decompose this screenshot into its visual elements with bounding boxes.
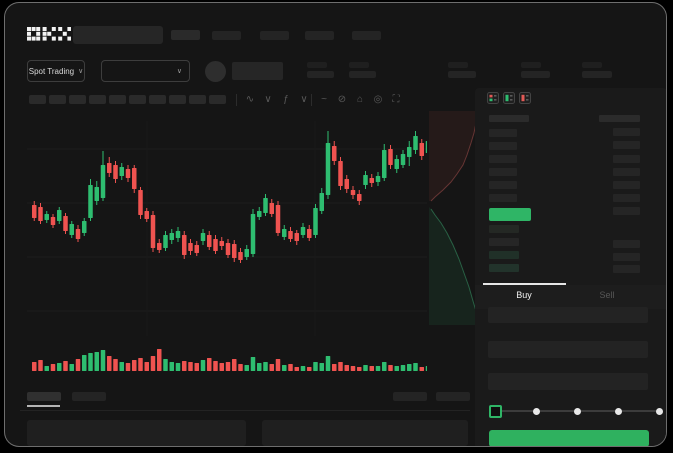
tab-buy[interactable]: Buy: [516, 290, 532, 300]
trade-tabbar: [475, 285, 666, 309]
chevron-down-icon[interactable]: ∨: [264, 94, 272, 105]
stat-label-5: [582, 62, 602, 68]
bid-row[interactable]: [489, 238, 519, 246]
bid-row[interactable]: [489, 264, 519, 272]
amount-input[interactable]: [488, 341, 648, 358]
ask-size-row[interactable]: [613, 155, 640, 163]
book-both-icon[interactable]: [487, 92, 499, 104]
okx-logo-glyph: [27, 27, 71, 41]
ask-row[interactable]: [489, 142, 517, 150]
pair-name-placeholder: [232, 62, 283, 80]
timeframe-button-6[interactable]: [129, 95, 146, 104]
timeframe-button-3[interactable]: [69, 95, 86, 104]
pair-logo-avatar: [205, 61, 226, 82]
buy-tab-indicator: [483, 283, 566, 285]
slider-step-dot[interactable]: [533, 408, 540, 415]
ask-row[interactable]: [489, 129, 517, 137]
ask-row[interactable]: [489, 181, 517, 189]
stat-label-1: [307, 62, 327, 68]
okx-logo[interactable]: OKX: [27, 27, 71, 41]
market-type-label: Spot Trading: [28, 66, 75, 76]
fullscreen-icon[interactable]: ⛶: [392, 94, 400, 105]
candlestick-chart[interactable]: [27, 121, 427, 336]
nav-item-1[interactable]: [171, 30, 200, 40]
timeframe-button-10[interactable]: [209, 95, 226, 104]
market-type-selector[interactable]: Spot Trading ∨: [27, 60, 85, 82]
toolbar-separator: [236, 94, 237, 106]
total-input[interactable]: [488, 373, 648, 390]
bid-size-row[interactable]: [613, 240, 640, 248]
indicator-zigzag-icon[interactable]: ∿: [245, 94, 255, 105]
app-window: OKX Spot Trading ∨ ∨: [4, 2, 667, 447]
ask-size-row[interactable]: [613, 181, 640, 189]
ask-row[interactable]: [489, 194, 517, 202]
stat-value-4: [521, 71, 550, 78]
chevron-down-icon[interactable]: ∨: [300, 94, 308, 105]
bid-size-row[interactable]: [613, 253, 640, 261]
order-book-header-left: [489, 115, 529, 122]
settings-icon[interactable]: ◎: [373, 94, 383, 105]
slider-step-dot[interactable]: [615, 408, 622, 415]
line-tool-icon[interactable]: ~: [321, 94, 327, 105]
stat-label-3: [448, 62, 468, 68]
tab-sell[interactable]: Sell: [599, 290, 615, 300]
bottom-action-1[interactable]: [393, 392, 427, 401]
bid-row[interactable]: [489, 251, 519, 259]
volume-chart[interactable]: [27, 345, 427, 371]
bottom-action-2[interactable]: [436, 392, 470, 401]
book-sell-icon[interactable]: [519, 92, 531, 104]
timeframe-button-7[interactable]: [149, 95, 166, 104]
chevron-down-icon: ∨: [78, 67, 84, 75]
bottom-tab-2[interactable]: [72, 392, 106, 401]
price-input[interactable]: [488, 307, 648, 323]
bottom-divider: [20, 410, 470, 411]
stat-value-3: [448, 71, 476, 78]
nav-item-3[interactable]: [260, 31, 289, 40]
nav-item-4[interactable]: [305, 31, 334, 40]
ask-size-row[interactable]: [613, 128, 640, 136]
timeframe-button-4[interactable]: [89, 95, 106, 104]
stat-label-4: [521, 62, 541, 68]
order-book-header-right: [599, 115, 640, 122]
toolbar-separator: [311, 94, 312, 106]
timeframe-button-9[interactable]: [189, 95, 206, 104]
timeframe-button-5[interactable]: [109, 95, 126, 104]
ask-size-row[interactable]: [613, 168, 640, 176]
camera-icon[interactable]: ⌂: [356, 94, 364, 105]
functions-icon[interactable]: ƒ: [283, 94, 289, 105]
bid-size-row[interactable]: [613, 265, 640, 273]
bottom-panel-left: [27, 420, 246, 446]
bottom-tab-active-underline: [27, 405, 60, 407]
ask-size-row[interactable]: [613, 194, 640, 202]
nav-item-5[interactable]: [352, 31, 381, 40]
last-price-badge[interactable]: [489, 208, 531, 221]
book-buy-icon[interactable]: [503, 92, 515, 104]
stat-value-1: [307, 71, 334, 78]
depth-chart[interactable]: [429, 111, 483, 325]
bottom-panel-right: [262, 420, 468, 446]
ask-size-row[interactable]: [613, 207, 640, 215]
bottom-tab-active[interactable]: [27, 392, 61, 401]
search-input[interactable]: [73, 26, 163, 44]
nav-item-2[interactable]: [212, 31, 241, 40]
ask-row[interactable]: [489, 155, 517, 163]
pair-selector[interactable]: ∨: [101, 60, 190, 82]
ask-size-row[interactable]: [613, 141, 640, 149]
slider-step-dot[interactable]: [574, 408, 581, 415]
timeframe-button-2[interactable]: [49, 95, 66, 104]
chevron-down-icon: ∨: [176, 67, 182, 75]
bid-row[interactable]: [489, 225, 519, 233]
timeframe-button-1[interactable]: [29, 95, 46, 104]
stat-value-2: [349, 71, 376, 78]
ask-row[interactable]: [489, 168, 517, 176]
timeframe-button-8[interactable]: [169, 95, 186, 104]
buy-button[interactable]: [489, 430, 649, 446]
slider-step-dot[interactable]: [656, 408, 663, 415]
stat-label-2: [349, 62, 369, 68]
amount-slider-handle[interactable]: [489, 405, 502, 418]
draw-tool-icon[interactable]: ⊘: [337, 94, 347, 105]
stat-value-5: [582, 71, 612, 78]
